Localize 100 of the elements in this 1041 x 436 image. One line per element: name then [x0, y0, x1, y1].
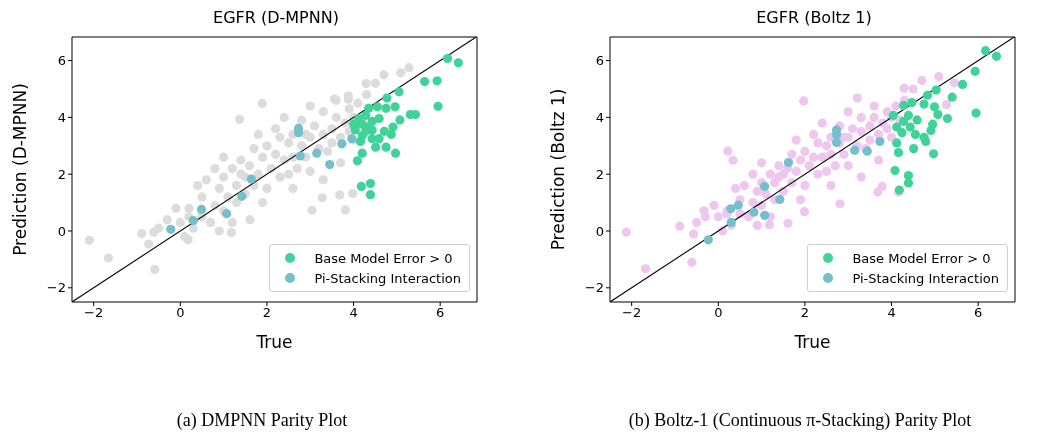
point — [905, 122, 915, 132]
x-tick-label: 4 — [349, 305, 358, 321]
point — [921, 136, 931, 147]
legend-label: Base Model Error > 0 — [852, 250, 991, 266]
point — [957, 79, 968, 90]
x-tick-label: 6 — [436, 305, 445, 321]
point — [890, 165, 900, 176]
y-tick-label: 0 — [595, 223, 604, 239]
point — [980, 46, 991, 56]
point — [374, 113, 384, 124]
legend-label: Pi-Stacking Interaction — [852, 270, 999, 286]
point — [899, 100, 909, 111]
point — [196, 204, 207, 215]
point — [442, 53, 453, 64]
point — [760, 210, 770, 220]
point — [364, 103, 374, 113]
point — [783, 157, 794, 168]
text: (b) Boltz-1 (Continuous π-Stacking) Parity Plot — [627, 410, 973, 431]
point — [926, 125, 936, 136]
point — [453, 58, 463, 68]
x-tick-label: 2 — [800, 305, 810, 321]
x-tick-label: 4 — [887, 305, 896, 321]
point — [970, 66, 980, 76]
y-tick-label: 6 — [595, 53, 604, 69]
point — [919, 99, 929, 109]
point — [947, 92, 957, 102]
point — [390, 148, 401, 158]
y-tick-label: 2 — [57, 166, 66, 182]
point — [903, 178, 914, 188]
point — [850, 145, 860, 155]
legend-label: Base Model Error > 0 — [314, 250, 453, 266]
x-axis-title: True — [793, 332, 831, 352]
point — [909, 144, 919, 154]
point — [910, 129, 920, 140]
point — [903, 110, 914, 120]
point — [295, 151, 305, 161]
point — [903, 171, 914, 181]
point — [892, 122, 902, 132]
point — [312, 148, 322, 158]
x-tick-label: −2 — [84, 305, 104, 321]
point — [325, 159, 335, 170]
point — [381, 142, 391, 152]
y-tick-label: 4 — [595, 110, 604, 125]
point — [394, 87, 404, 97]
y-tick-label: 0 — [57, 223, 66, 239]
chart-title: EGFR (Boltz 1) — [755, 8, 873, 29]
y-tick-label: 6 — [57, 53, 66, 69]
point — [933, 109, 943, 120]
point — [703, 235, 713, 245]
point — [371, 142, 381, 152]
x-tick-label: 0 — [714, 305, 723, 321]
point — [726, 204, 736, 214]
y-tick-label: −2 — [46, 280, 66, 296]
y-tick-label: −2 — [584, 280, 604, 296]
legend-label: Pi-Stacking Interaction — [314, 270, 461, 286]
point — [395, 115, 405, 125]
point — [337, 139, 347, 149]
point — [922, 90, 933, 100]
point — [357, 148, 367, 158]
point — [733, 200, 743, 210]
y-tick-label: 2 — [595, 166, 604, 182]
point — [365, 190, 376, 200]
point — [357, 131, 367, 141]
point — [367, 134, 377, 144]
point — [348, 119, 359, 129]
point — [372, 102, 382, 112]
y-axis-title: Prediction (Boltz 1) — [548, 88, 569, 251]
point — [749, 207, 759, 217]
point — [166, 224, 176, 234]
point — [775, 194, 785, 205]
point — [386, 129, 396, 140]
chart-title: EGFR (D-MPNN) — [212, 8, 340, 29]
text: (a) DMPNN Parity Plot — [175, 410, 349, 431]
point — [928, 149, 939, 159]
point — [942, 113, 953, 124]
point — [365, 178, 376, 189]
x-tick-label: 0 — [176, 305, 185, 321]
x-tick-label: 2 — [262, 305, 272, 321]
point — [356, 181, 366, 191]
point — [246, 174, 256, 184]
point — [931, 85, 941, 95]
x-tick-label: 6 — [974, 305, 983, 321]
y-axis-title: Prediction (D-MPNN) — [10, 83, 31, 256]
point — [379, 126, 389, 136]
y-tick-label: 4 — [57, 110, 66, 125]
point — [361, 110, 371, 120]
x-axis-title: True — [255, 332, 293, 352]
point — [991, 51, 1001, 61]
point — [419, 76, 430, 87]
point — [382, 93, 392, 103]
x-tick-label: −2 — [622, 305, 642, 321]
point — [892, 138, 902, 148]
point — [929, 102, 940, 112]
point — [188, 215, 198, 226]
point — [907, 98, 917, 108]
point — [971, 108, 981, 118]
point — [893, 148, 904, 158]
point — [897, 128, 907, 138]
point — [432, 76, 442, 86]
point — [352, 156, 363, 166]
